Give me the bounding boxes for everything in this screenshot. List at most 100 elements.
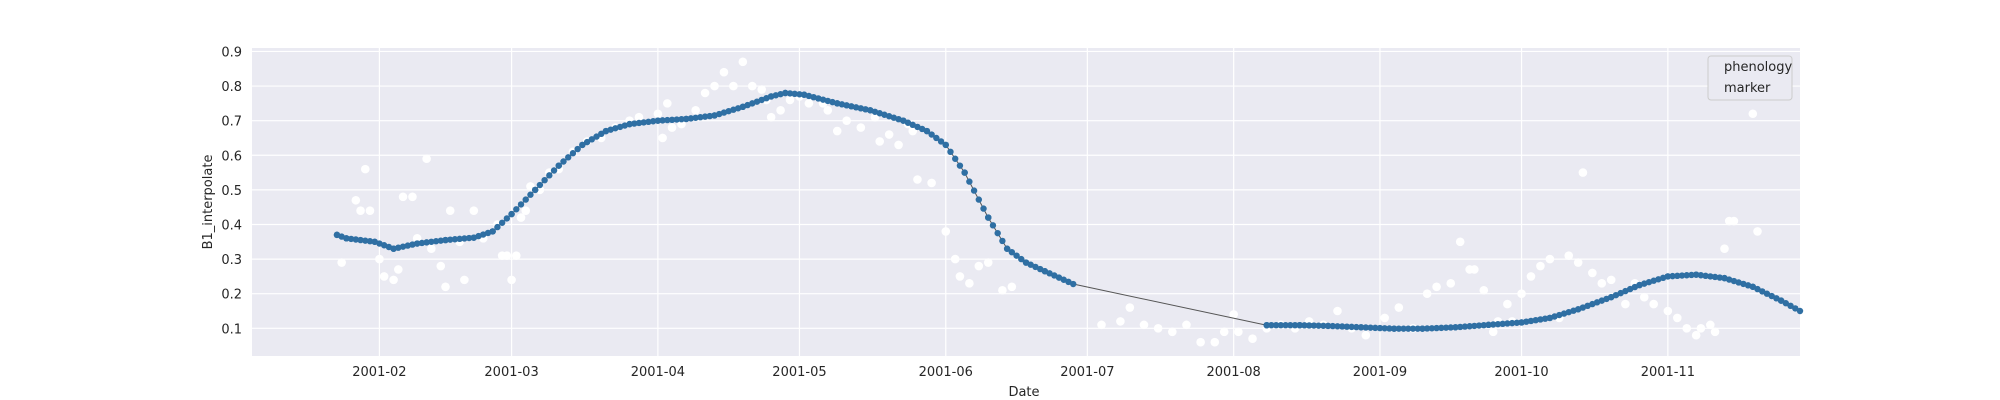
smoothed-point (1508, 319, 1516, 327)
smoothed-point (588, 136, 596, 143)
y-tick-label: 0.2 (221, 288, 242, 303)
smoothed-point (437, 237, 444, 244)
smoothed-point (1018, 255, 1025, 263)
smoothed-point (470, 234, 478, 241)
raw-point (516, 213, 526, 222)
raw-point (974, 261, 984, 271)
raw-point (1422, 289, 1432, 299)
smoothed-point (1291, 322, 1299, 329)
raw-point (1503, 299, 1512, 309)
raw-point (1639, 292, 1649, 302)
smoothed-point (1013, 252, 1020, 259)
raw-point (719, 67, 729, 77)
smoothed-point (456, 235, 463, 243)
raw-point (1564, 251, 1574, 260)
raw-point (757, 85, 767, 94)
smoothed-point (1475, 322, 1483, 329)
smoothed-point (1329, 322, 1336, 330)
raw-point (884, 130, 894, 139)
raw-point (738, 57, 748, 67)
smoothed-point (418, 239, 426, 247)
smoothed-point (701, 113, 709, 120)
smoothed-point (1296, 322, 1303, 329)
smoothed-point (952, 155, 959, 162)
smoothed-point (1608, 293, 1615, 301)
smoothed-point (413, 240, 421, 247)
smoothed-point (1513, 319, 1521, 326)
smoothed-point (1003, 245, 1011, 252)
smoothed-point (1537, 316, 1544, 323)
raw-point (1663, 306, 1673, 316)
smoothed-point (1692, 271, 1700, 278)
smoothed-point (451, 236, 459, 243)
x-tick-label: 2001-03 (484, 365, 538, 380)
raw-point (1588, 268, 1597, 278)
smoothed-point (1678, 272, 1686, 279)
raw-point (389, 275, 398, 285)
raw-point (1219, 327, 1229, 337)
smoothed-point (678, 116, 685, 123)
plot-background (252, 48, 1800, 356)
raw-point (1672, 313, 1682, 323)
raw-point (360, 164, 370, 174)
smoothed-point (1405, 325, 1412, 332)
smoothed-point (1305, 322, 1313, 329)
smoothed-point (371, 238, 378, 245)
raw-point (1333, 306, 1342, 316)
smoothed-point (1796, 307, 1804, 315)
smoothed-point (664, 116, 671, 124)
smoothed-point (692, 114, 699, 121)
smoothed-point (423, 239, 430, 246)
smoothed-point (1362, 324, 1370, 331)
raw-point (1153, 324, 1163, 333)
smoothed-point (432, 238, 440, 245)
smoothed-point (569, 150, 577, 157)
smoothed-point (593, 133, 600, 140)
raw-point (1007, 282, 1017, 292)
raw-point (1606, 275, 1616, 285)
smoothed-point (465, 234, 473, 242)
smoothed-point (937, 138, 945, 145)
smoothed-point (1348, 323, 1355, 331)
x-tick-labels: 2001-02 2001-03 2001-04 2001-05 2001-06 2001-… (352, 365, 1695, 380)
smoothed-point (579, 141, 586, 149)
raw-point (436, 261, 446, 271)
raw-point (1210, 337, 1220, 347)
raw-point (894, 140, 903, 150)
smoothed-point (574, 145, 581, 153)
smoothed-point (1447, 324, 1454, 331)
smoothed-point (1386, 325, 1393, 332)
raw-point (408, 192, 417, 202)
smoothed-point (1721, 274, 1728, 282)
smoothed-point (1527, 317, 1535, 325)
smoothed-point (357, 236, 364, 244)
smoothed-point (347, 235, 355, 243)
smoothed-point (626, 120, 633, 128)
smoothed-point (343, 235, 350, 242)
smoothed-point (517, 201, 525, 208)
raw-point (1168, 327, 1177, 337)
y-tick-label: 0.1 (221, 322, 242, 337)
smoothed-point (1523, 318, 1530, 325)
raw-point (1097, 320, 1106, 330)
smoothed-point (1008, 248, 1016, 256)
raw-point (1394, 303, 1404, 312)
smoothed-point (994, 229, 1001, 237)
raw-point (1720, 244, 1729, 254)
smoothed-series (333, 89, 1804, 332)
smoothed-point (786, 90, 794, 97)
smoothed-point (739, 103, 747, 111)
smoothed-point (1315, 322, 1322, 329)
smoothed-point (1452, 324, 1459, 331)
smoothed-point (390, 245, 397, 252)
legend-entry-phenology: phenology (1724, 60, 1792, 75)
smoothed-point (1041, 268, 1049, 275)
y-tick-labels: 0.1 0.2 0.3 0.4 0.5 0.6 0.7 0.8 0.9 (221, 45, 242, 337)
smoothed-point (1471, 322, 1478, 330)
smoothed-point (1499, 320, 1506, 328)
raw-point (700, 88, 710, 98)
smoothed-point (800, 91, 808, 98)
smoothed-point (555, 162, 562, 169)
raw-point (842, 116, 851, 125)
smoothed-point (527, 191, 534, 198)
